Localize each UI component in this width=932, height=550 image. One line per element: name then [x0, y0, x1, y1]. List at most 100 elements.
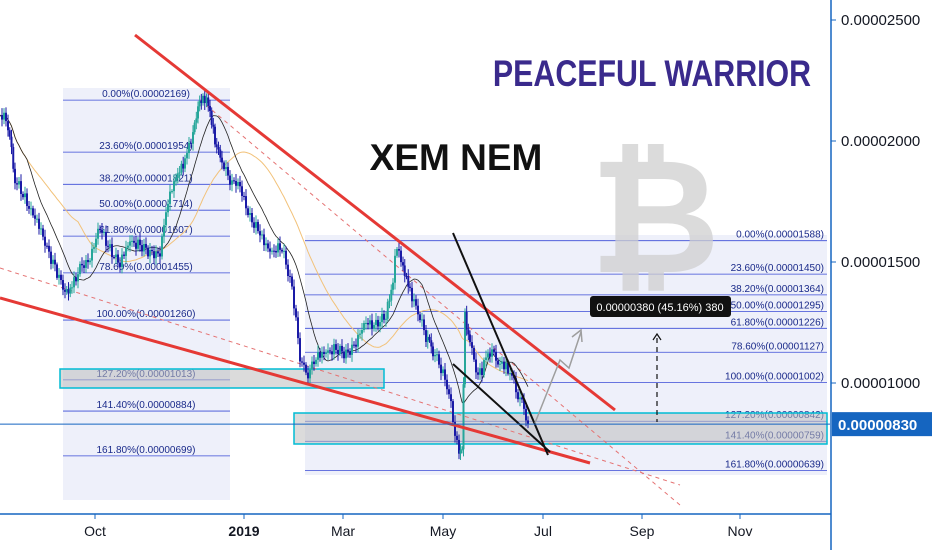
- candle-body[interactable]: [469, 334, 471, 343]
- candle-body[interactable]: [89, 260, 91, 263]
- candle-body[interactable]: [173, 181, 175, 192]
- candle-body[interactable]: [141, 245, 143, 252]
- candle-body[interactable]: [299, 338, 301, 362]
- candle-body[interactable]: [386, 301, 389, 319]
- candle-body[interactable]: [279, 243, 281, 250]
- candle-body[interactable]: [253, 222, 255, 228]
- wedge-lower-line[interactable]: [452, 363, 551, 453]
- candle-body[interactable]: [190, 142, 192, 144]
- candle-body[interactable]: [505, 362, 507, 370]
- candle-body[interactable]: [38, 218, 40, 229]
- candle-body[interactable]: [398, 249, 400, 251]
- candle-body[interactable]: [295, 308, 297, 318]
- candle-body[interactable]: [151, 249, 153, 252]
- support-zone-lower[interactable]: [293, 412, 828, 445]
- candle-body[interactable]: [319, 352, 321, 358]
- candle-body[interactable]: [237, 182, 239, 186]
- candle-body[interactable]: [195, 118, 198, 123]
- candle-body[interactable]: [30, 208, 32, 210]
- candle-body[interactable]: [257, 221, 259, 232]
- candle-body[interactable]: [77, 274, 79, 282]
- candle-body[interactable]: [73, 277, 75, 288]
- candle-body[interactable]: [353, 344, 355, 346]
- candle-body[interactable]: [5, 112, 7, 122]
- candle-body[interactable]: [440, 364, 442, 374]
- candle-body[interactable]: [131, 240, 133, 242]
- candle-body[interactable]: [301, 361, 303, 363]
- candle-body[interactable]: [155, 251, 157, 259]
- candle-body[interactable]: [52, 259, 54, 264]
- candle-body[interactable]: [525, 408, 527, 421]
- candle-body[interactable]: [239, 182, 241, 187]
- candle-body[interactable]: [323, 352, 325, 354]
- candle-body[interactable]: [454, 422, 456, 436]
- candle-body[interactable]: [400, 250, 402, 263]
- candle-body[interactable]: [444, 369, 446, 380]
- candle-body[interactable]: [495, 351, 497, 361]
- candle-body[interactable]: [153, 251, 155, 259]
- candle-body[interactable]: [321, 352, 323, 358]
- candle-body[interactable]: [64, 289, 66, 292]
- candle-body[interactable]: [261, 234, 263, 236]
- candle-body[interactable]: [459, 450, 462, 454]
- candle-body[interactable]: [503, 361, 505, 370]
- candle-body[interactable]: [203, 95, 206, 104]
- candle-body[interactable]: [75, 277, 77, 282]
- candle-body[interactable]: [493, 349, 495, 352]
- candle-body[interactable]: [436, 354, 438, 356]
- candle-body[interactable]: [473, 347, 475, 360]
- candle-body[interactable]: [200, 100, 203, 104]
- candle-body[interactable]: [497, 360, 499, 365]
- candle-body[interactable]: [83, 265, 85, 268]
- candle-body[interactable]: [527, 420, 529, 424]
- candle-body[interactable]: [105, 231, 107, 246]
- candle-body[interactable]: [135, 242, 137, 249]
- candle-body[interactable]: [373, 324, 375, 329]
- candle-body[interactable]: [475, 359, 477, 373]
- candle-body[interactable]: [265, 243, 267, 246]
- candle-body[interactable]: [202, 95, 204, 104]
- candle-body[interactable]: [307, 372, 309, 379]
- candle-body[interactable]: [40, 228, 42, 230]
- candle-body[interactable]: [188, 142, 190, 154]
- candle-body[interactable]: [369, 320, 371, 325]
- candle-body[interactable]: [32, 208, 34, 216]
- candle-body[interactable]: [430, 340, 433, 347]
- candle-body[interactable]: [329, 350, 331, 352]
- support-zone-upper[interactable]: [59, 368, 385, 389]
- wedge-upper-line[interactable]: [452, 232, 549, 456]
- candle-body[interactable]: [355, 344, 357, 347]
- candle-body[interactable]: [426, 336, 429, 342]
- candle-body[interactable]: [263, 234, 265, 246]
- candle-body[interactable]: [349, 351, 351, 355]
- candle-body[interactable]: [367, 322, 369, 325]
- candle-body[interactable]: [277, 243, 279, 253]
- candle-body[interactable]: [311, 361, 313, 370]
- candle-body[interactable]: [396, 249, 398, 256]
- candle-body[interactable]: [341, 345, 343, 352]
- candle-body[interactable]: [519, 397, 521, 400]
- candle-body[interactable]: [509, 373, 511, 375]
- candle-body[interactable]: [291, 276, 293, 287]
- candle-body[interactable]: [388, 300, 391, 302]
- candle-body[interactable]: [477, 372, 479, 375]
- candle-body[interactable]: [139, 239, 141, 246]
- candle-body[interactable]: [411, 287, 413, 302]
- candle-body[interactable]: [117, 254, 119, 263]
- candle-body[interactable]: [36, 218, 38, 220]
- candle-body[interactable]: [221, 157, 223, 163]
- candle-body[interactable]: [193, 122, 196, 133]
- candle-body[interactable]: [489, 353, 491, 357]
- candle-body[interactable]: [165, 212, 167, 226]
- candle-body[interactable]: [182, 163, 185, 169]
- candle-body[interactable]: [115, 254, 117, 258]
- candle-body[interactable]: [309, 369, 311, 379]
- candle-body[interactable]: [375, 319, 377, 325]
- candle-body[interactable]: [241, 186, 243, 196]
- candle-body[interactable]: [219, 149, 222, 158]
- candle-body[interactable]: [317, 352, 319, 360]
- candle-body[interactable]: [95, 238, 97, 248]
- candle-body[interactable]: [335, 344, 337, 350]
- candle-body[interactable]: [267, 243, 269, 249]
- candle-body[interactable]: [425, 330, 427, 342]
